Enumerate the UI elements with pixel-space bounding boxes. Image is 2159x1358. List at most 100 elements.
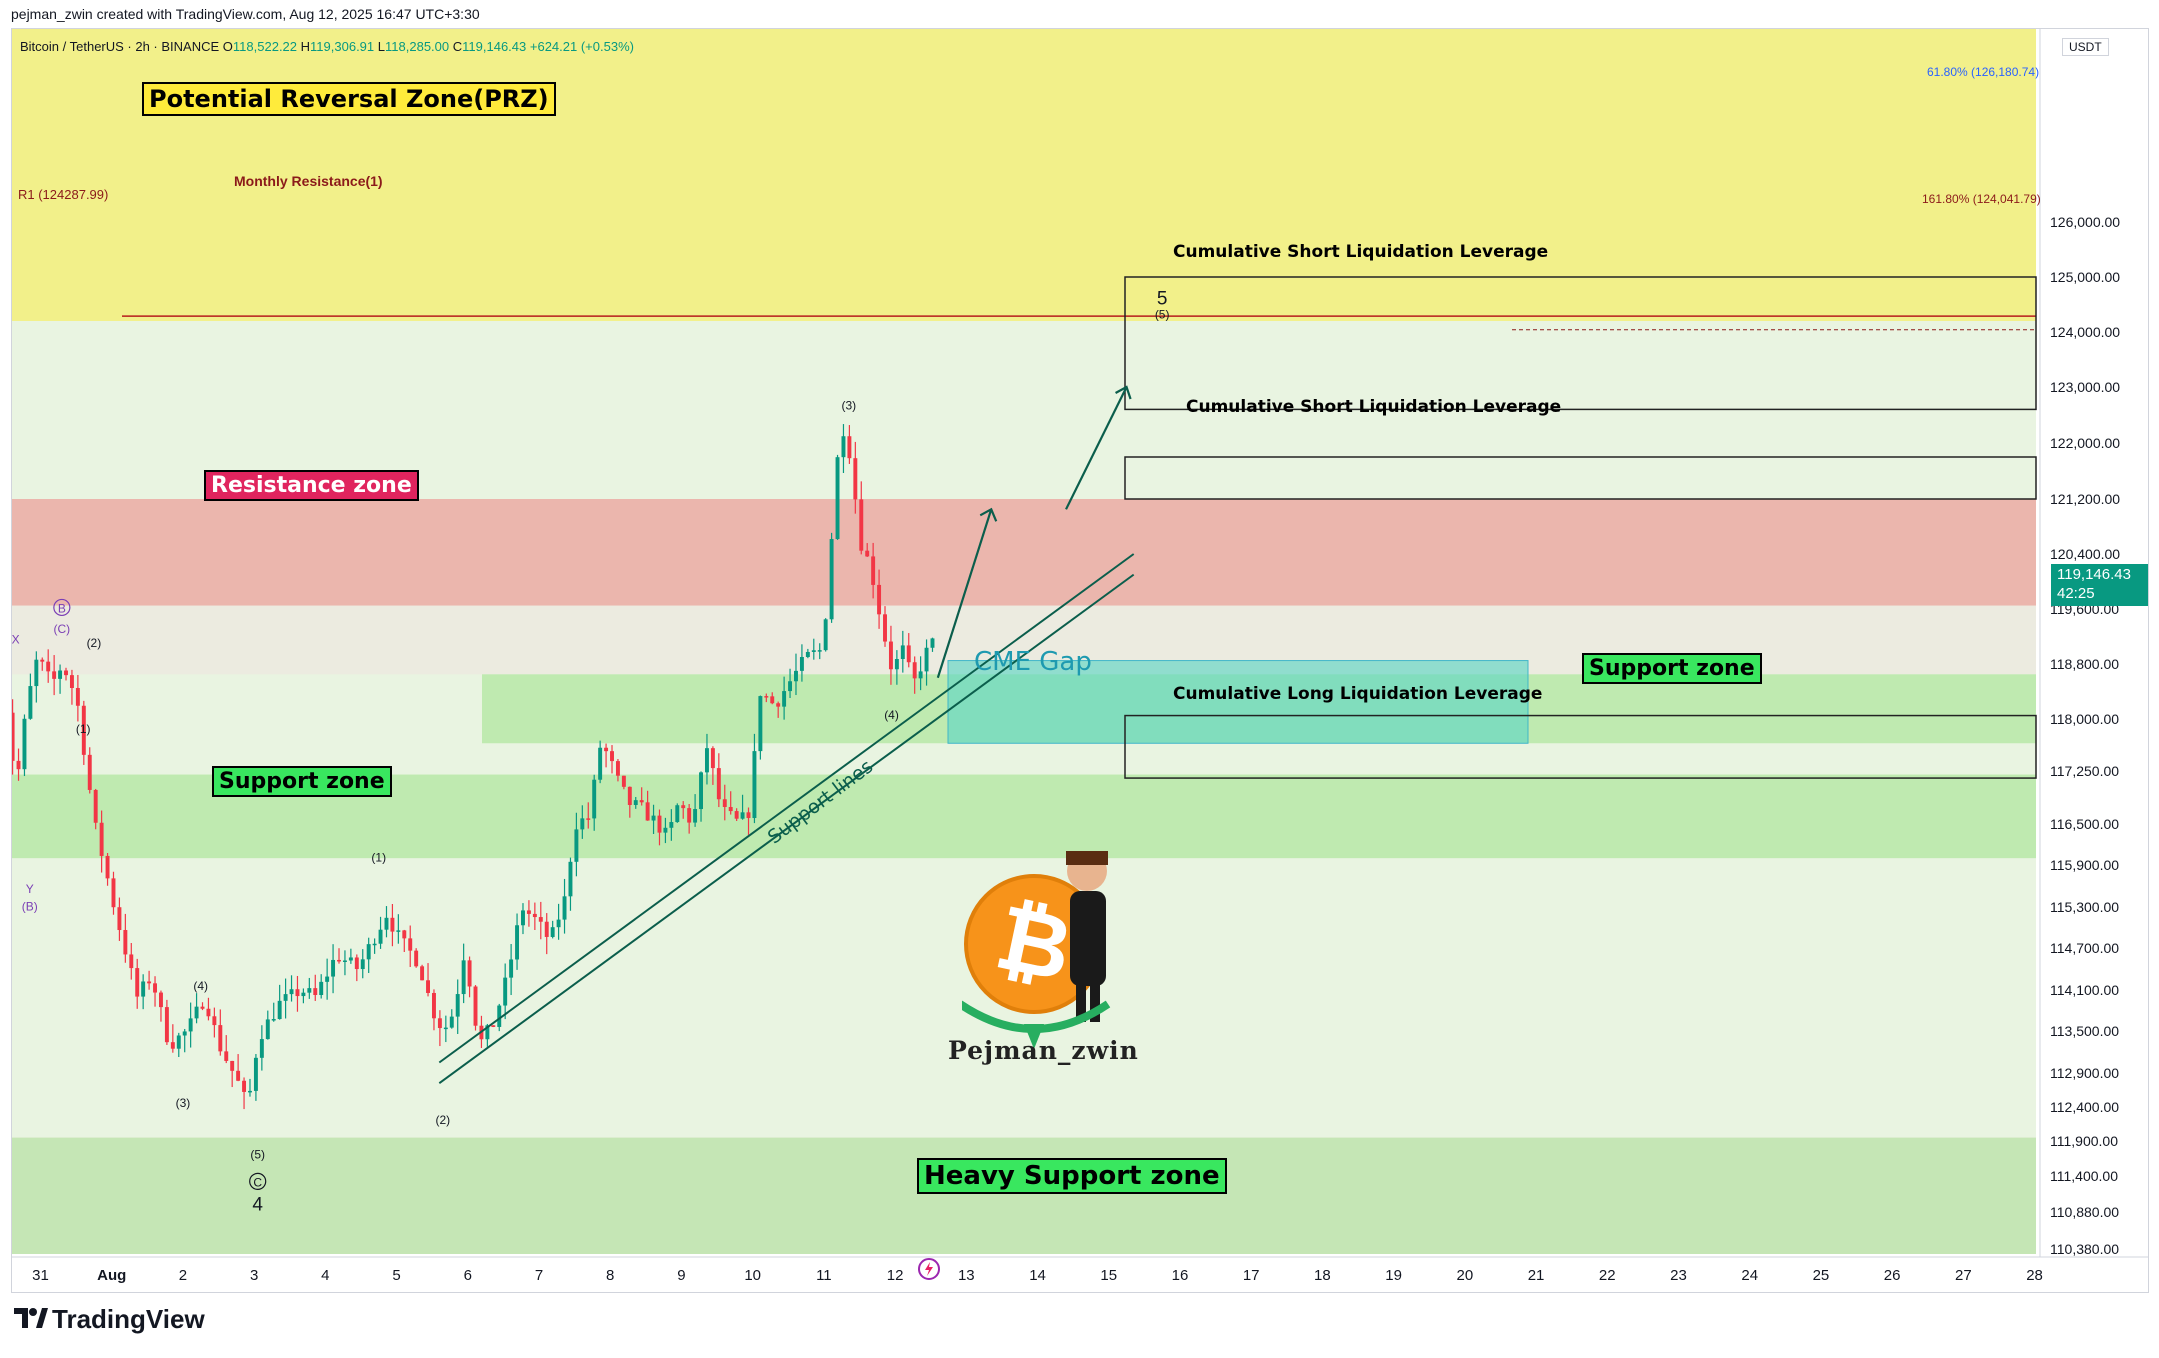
candle-body xyxy=(337,959,341,962)
tradingview-logo-text: TradingView xyxy=(52,1304,205,1334)
heavy-support-zone xyxy=(12,1137,2036,1254)
currency-unit-button[interactable]: USDT xyxy=(2062,38,2109,56)
fib-618-label: 61.80% (126,180.74) xyxy=(1927,65,2040,79)
candle-body xyxy=(645,802,650,821)
candle-body xyxy=(253,1057,258,1091)
time-tick-label: 7 xyxy=(535,1267,543,1284)
time-tick-label: 31 xyxy=(32,1267,49,1284)
long-liquidation-label: Cumulative Long Liquidation Leverage xyxy=(1173,684,1543,704)
candle-body xyxy=(740,812,745,819)
wave-label: (5) xyxy=(250,1148,265,1162)
candle-body xyxy=(390,917,395,932)
candle-body xyxy=(799,657,804,671)
wave-label: X xyxy=(12,632,20,646)
time-tick-label: 10 xyxy=(744,1267,761,1284)
candle-body xyxy=(58,670,63,679)
candle-body xyxy=(776,703,781,707)
candle-body xyxy=(728,806,733,812)
candle-body xyxy=(770,696,775,704)
time-tick-label: 19 xyxy=(1385,1267,1402,1284)
candle-body xyxy=(503,977,508,1006)
candle-body xyxy=(794,670,798,682)
price-tick-label: 118,000.00 xyxy=(2050,711,2119,727)
candle-body xyxy=(461,960,466,995)
candle-body xyxy=(218,1025,223,1052)
close-value: 119,146.43 xyxy=(462,39,527,54)
high-value: 119,306.91 xyxy=(310,39,375,54)
candle-body xyxy=(865,550,870,557)
chart-canvas[interactable]: Support lines (2)(1)(3)(4)(5)C4(1)(2)(3)… xyxy=(12,29,2148,1292)
candle-body xyxy=(912,662,917,679)
last-price-value: 119,146.43 xyxy=(2057,566,2131,583)
wave-label: B xyxy=(58,601,66,615)
candle-body xyxy=(87,754,92,790)
time-tick-label: 13 xyxy=(958,1267,975,1284)
candle-body xyxy=(46,661,51,672)
time-tick-label: 20 xyxy=(1456,1267,1473,1284)
candle-body xyxy=(782,691,787,707)
wave-label: (C) xyxy=(54,622,71,636)
symbol-name[interactable]: Bitcoin / TetherUS · 2h · BINANCE xyxy=(20,39,220,54)
short-liquidation-label-1: Cumulative Short Liquidation Leverage xyxy=(1173,242,1549,262)
projection-arrow-2 xyxy=(1065,386,1128,510)
candle-body xyxy=(497,1005,502,1027)
time-tick-label: 8 xyxy=(606,1267,614,1284)
candle-body xyxy=(473,986,478,1026)
candle-body xyxy=(135,968,140,997)
candle-body xyxy=(437,1018,442,1029)
candle-body xyxy=(319,981,324,996)
wave-label: C xyxy=(253,1175,262,1189)
chart-area[interactable]: Support lines (2) (1) (3) (4) (5) C 4 (1) (2) (3)… xyxy=(11,28,2149,1293)
candle-body xyxy=(562,896,567,920)
candle-body xyxy=(455,994,460,1017)
flash-event-icon[interactable] xyxy=(917,1257,941,1281)
candle-body xyxy=(194,1006,199,1019)
candle-body xyxy=(906,645,911,663)
candle-body xyxy=(206,1008,211,1017)
chart-credit: pejman_zwin created with TradingView.com… xyxy=(11,6,480,22)
high-label: H xyxy=(300,39,311,54)
candle-body xyxy=(224,1051,229,1061)
wave-label: (B) xyxy=(22,899,38,913)
price-tick-label: 125,000.00 xyxy=(2050,269,2120,285)
symbol-ohlc-bar[interactable]: Bitcoin / TetherUS · 2h · BINANCE O118,5… xyxy=(20,39,634,54)
candle-body xyxy=(105,855,110,879)
candle-body xyxy=(758,696,763,752)
tradingview-logo[interactable]: TradingView xyxy=(14,1304,205,1335)
candle-body xyxy=(544,921,549,937)
candle-body xyxy=(681,805,686,809)
candle-body xyxy=(378,929,383,944)
candle-body xyxy=(538,917,543,922)
candle-body xyxy=(342,960,347,962)
change-value: +624.21 (+0.53%) xyxy=(529,39,634,54)
candle-body xyxy=(75,687,80,706)
price-tick-label: 110,880.00 xyxy=(2050,1204,2119,1220)
candle-body xyxy=(835,457,840,540)
candle-body xyxy=(325,976,330,982)
price-tick-label: 121,200.00 xyxy=(2050,491,2120,507)
time-tick-label: 3 xyxy=(250,1267,258,1284)
candle-body xyxy=(153,983,157,993)
candle-body xyxy=(722,799,727,807)
candle-body xyxy=(841,436,846,458)
candle-body xyxy=(550,927,555,937)
support-line-lower xyxy=(438,573,1135,1085)
price-tick-label: 116,500.00 xyxy=(2050,816,2119,832)
candle-body xyxy=(449,1016,454,1028)
candle-body xyxy=(924,647,929,672)
candle-body xyxy=(141,981,146,997)
time-tick-label: 9 xyxy=(677,1267,685,1284)
time-tick-label: 21 xyxy=(1528,1267,1545,1284)
candle-body xyxy=(586,818,591,820)
candle-body xyxy=(170,1042,175,1049)
candle-body xyxy=(34,659,39,687)
candle-body xyxy=(81,705,86,755)
candle-body xyxy=(188,1018,193,1032)
price-tick-label: 115,300.00 xyxy=(2050,899,2119,915)
candle-body xyxy=(22,718,27,770)
price-tick-label: 122,000.00 xyxy=(2050,435,2120,451)
candle-body xyxy=(396,930,401,932)
wave-label: (5) xyxy=(1155,307,1170,321)
wave-label: (4) xyxy=(193,979,208,993)
candle-body xyxy=(259,1039,264,1058)
